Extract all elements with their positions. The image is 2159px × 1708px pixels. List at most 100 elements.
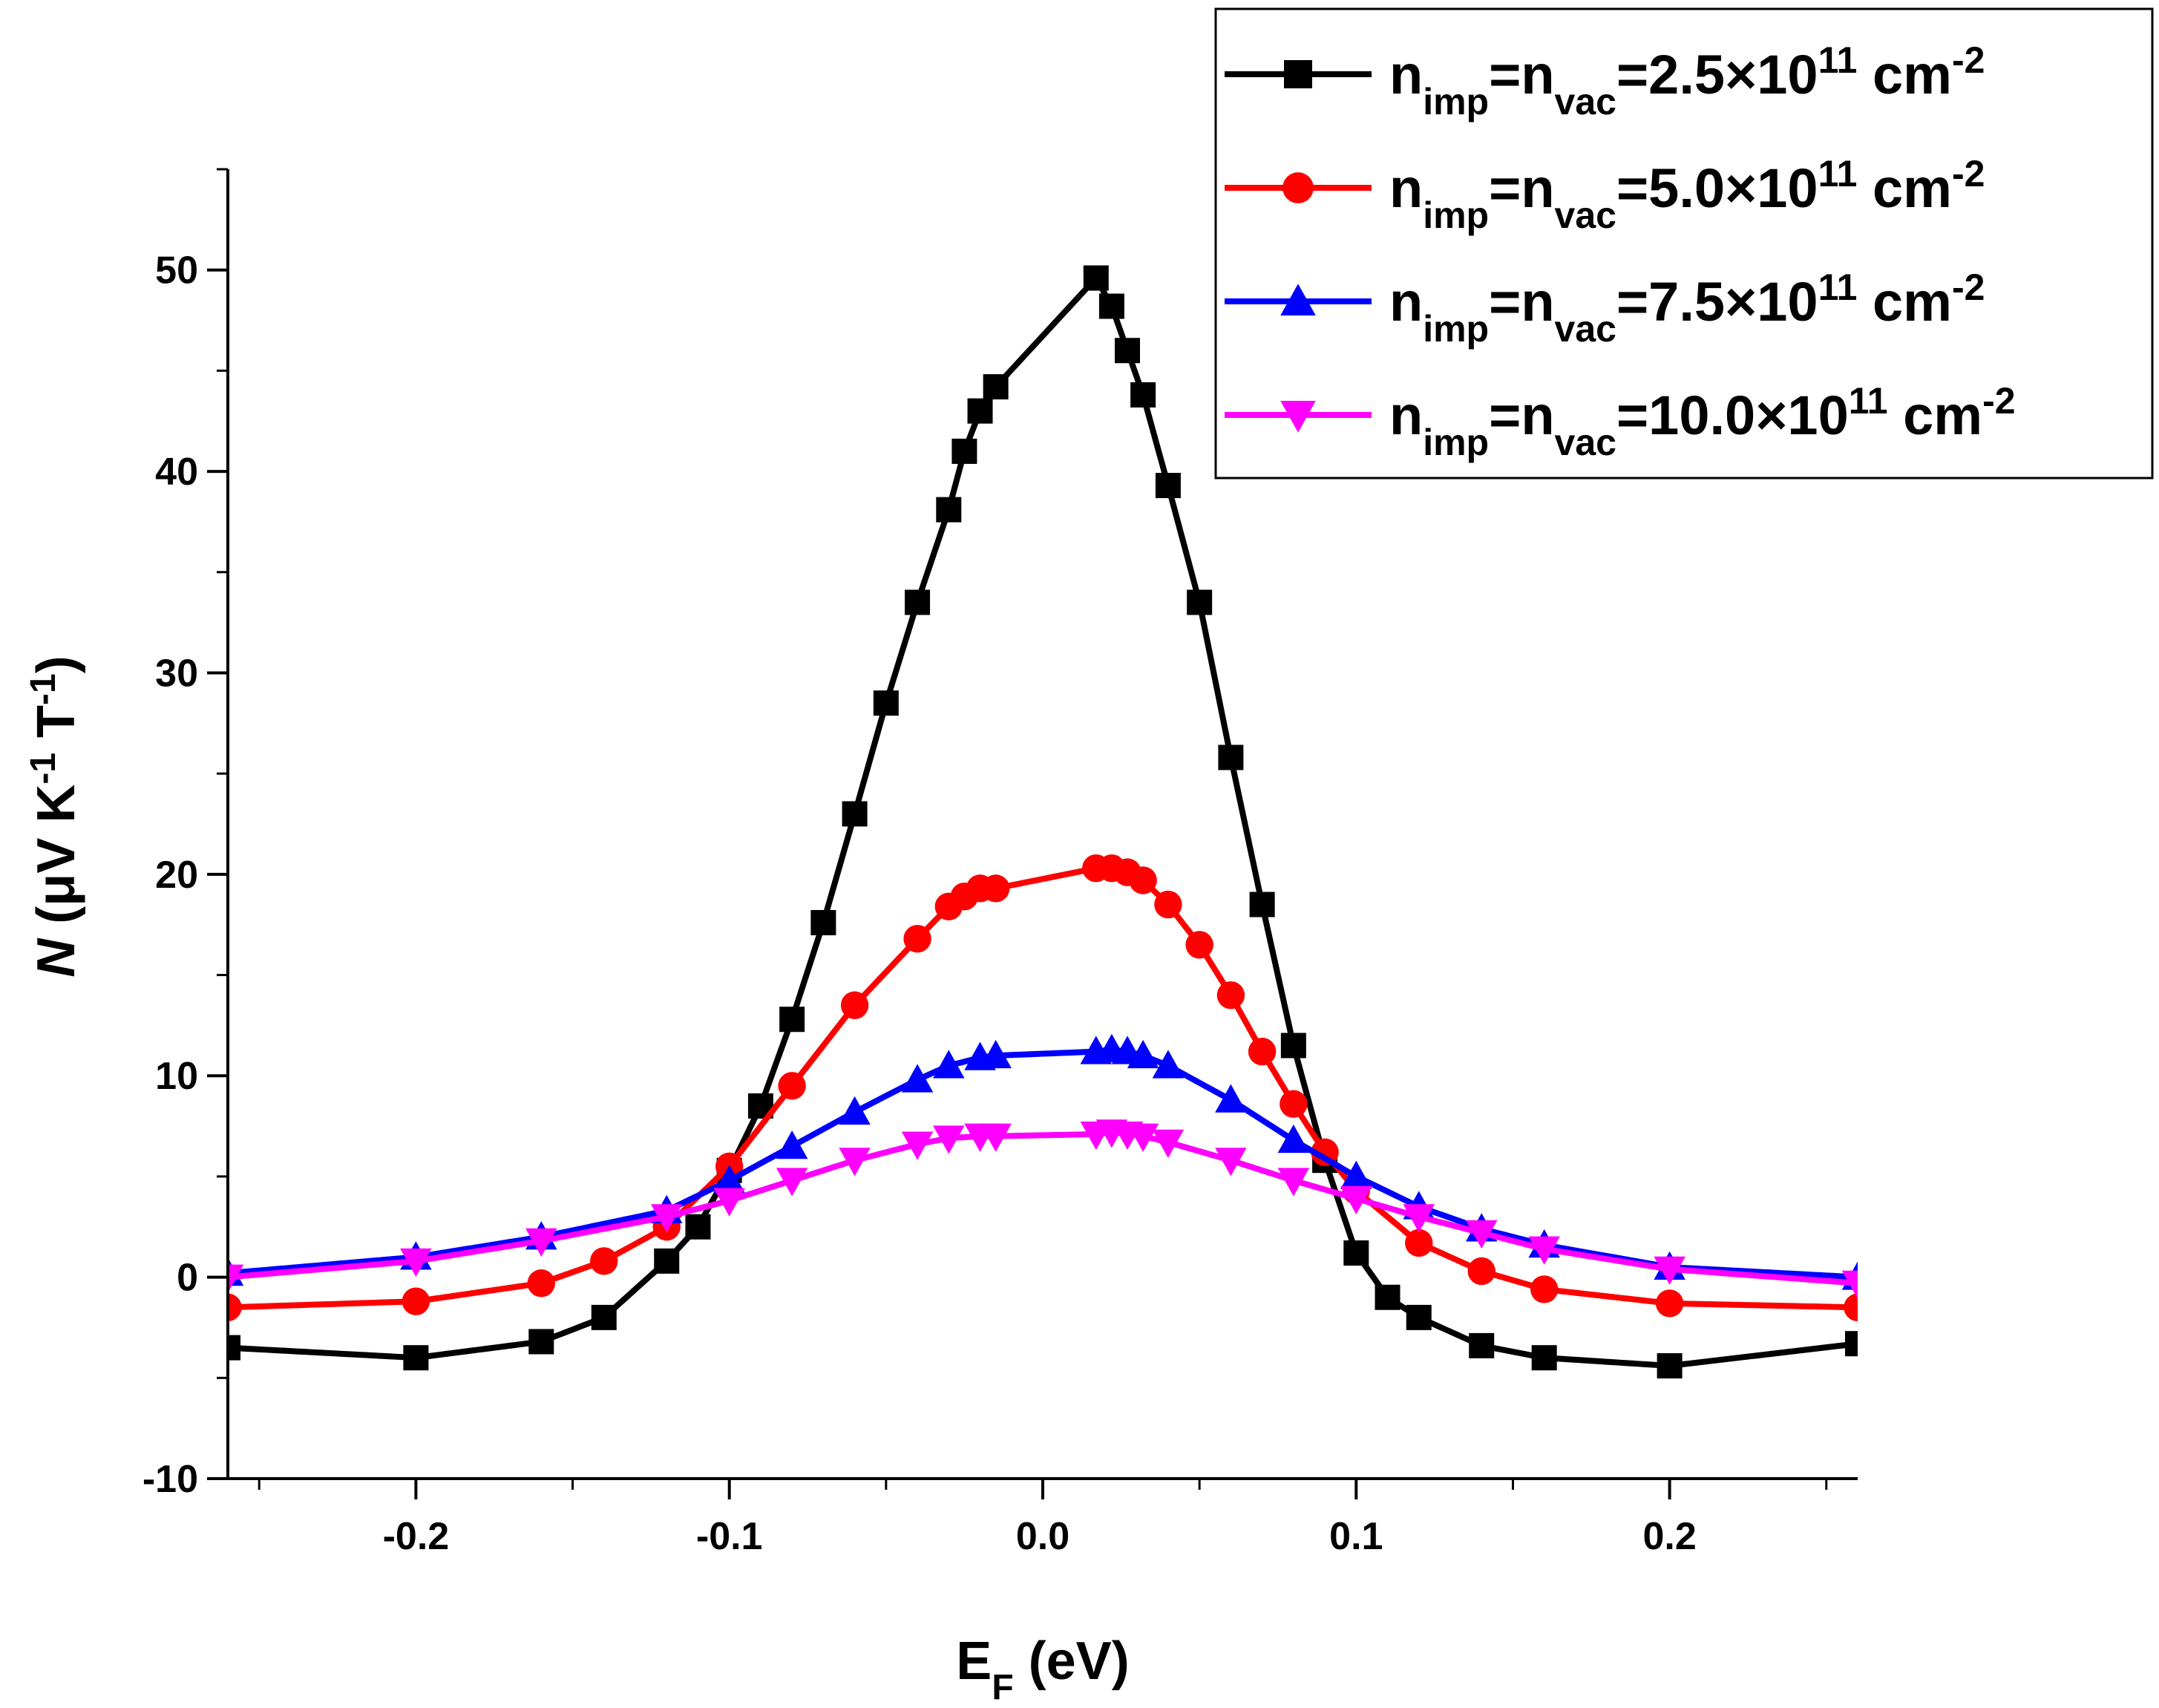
data-point <box>400 1248 432 1277</box>
data-point <box>1185 931 1213 959</box>
legend-label-part: cm <box>1857 271 1952 333</box>
data-point <box>967 398 993 424</box>
legend-label-part: =n <box>1489 44 1554 105</box>
data-point <box>1277 1124 1310 1154</box>
legend-label-part: vac <box>1555 194 1616 236</box>
data-point <box>901 1131 934 1160</box>
data-point <box>1844 1293 1858 1322</box>
data-point <box>1406 1304 1432 1330</box>
data-point <box>1280 1090 1308 1118</box>
legend-label: nimp=nvac=7.5×1011 cm-2 <box>1389 266 1985 350</box>
legend-entry-3: nimp=nvac=7.5×1011 cm-2 <box>1225 266 1985 350</box>
legend-label-part: n <box>1389 385 1423 446</box>
data-point <box>1655 1289 1684 1318</box>
data-point <box>1127 1039 1159 1069</box>
data-point <box>403 1345 429 1371</box>
data-point <box>778 1072 806 1100</box>
data-point <box>1215 1084 1247 1113</box>
legend-label-part: n <box>1389 157 1423 219</box>
legend-label-part: =n <box>1489 271 1554 333</box>
legend-label-part: cm <box>1857 157 1952 219</box>
x-tick-label: 0.0 <box>1016 1515 1069 1558</box>
series-line-3 <box>228 1046 1858 1280</box>
data-point <box>1152 1050 1185 1079</box>
data-point <box>779 1007 805 1033</box>
legend-label-part: =n <box>1489 385 1554 446</box>
data-point <box>525 1228 557 1257</box>
data-point <box>713 1188 745 1217</box>
legend-label-part: vac <box>1555 422 1616 463</box>
data-point <box>228 1335 240 1361</box>
data-point <box>1130 382 1156 408</box>
legend-label-part: 11 <box>1818 153 1858 194</box>
data-point <box>1403 1204 1435 1233</box>
data-point <box>1083 265 1109 291</box>
data-point <box>1530 1275 1559 1303</box>
data-point <box>1115 338 1141 364</box>
legend-label-part: n <box>1389 44 1423 105</box>
data-point <box>1841 1270 1858 1300</box>
legend-marker <box>1284 60 1312 88</box>
data-point <box>1129 866 1157 894</box>
legend-label-part: imp <box>1423 81 1489 122</box>
y-tick-label: 30 <box>155 652 198 695</box>
legend-label-part: imp <box>1423 422 1489 463</box>
data-point <box>1248 1037 1277 1066</box>
legend-label-part: -2 <box>1982 380 2015 422</box>
data-point <box>1249 891 1275 917</box>
data-point <box>1216 981 1245 1010</box>
legend-label-part: =n <box>1489 157 1554 219</box>
legend-label-part: =2.5×10 <box>1616 44 1818 105</box>
y-axis-title: N (μV K-1 T-1) <box>24 655 87 977</box>
data-point <box>1340 1185 1372 1215</box>
data-point <box>840 991 869 1019</box>
x-tick-label: -0.1 <box>696 1515 763 1558</box>
data-point <box>1280 1033 1306 1058</box>
legend-label-part: vac <box>1555 81 1616 122</box>
data-point <box>933 1050 965 1079</box>
x-tick-label: 0.1 <box>1329 1515 1383 1558</box>
data-point <box>528 1329 554 1355</box>
data-point <box>810 909 836 935</box>
data-point <box>1340 1160 1372 1189</box>
data-point <box>402 1287 430 1315</box>
legend-label-part: -2 <box>1952 39 1985 81</box>
data-point <box>1405 1228 1433 1257</box>
legend-label-part: imp <box>1423 308 1489 350</box>
legend-marker <box>1282 172 1314 203</box>
data-point <box>1528 1236 1560 1265</box>
data-point <box>1469 1332 1495 1358</box>
data-point <box>839 1148 871 1177</box>
data-point <box>1465 1220 1498 1249</box>
legend: nimp=nvac=2.5×1011 cm-2nimp=nvac=5.0×101… <box>1214 7 2154 480</box>
data-point <box>1845 1331 1858 1357</box>
data-point <box>650 1204 683 1233</box>
data-point <box>1375 1284 1400 1310</box>
y-tick-label: 20 <box>155 854 198 897</box>
data-point <box>980 1123 1012 1152</box>
data-point <box>903 924 931 953</box>
data-point <box>776 1168 808 1197</box>
legend-label-part: imp <box>1423 194 1489 236</box>
series-line-1 <box>228 278 1858 1370</box>
data-point <box>527 1269 556 1298</box>
x-tick-label: -0.2 <box>383 1515 450 1558</box>
series-1 <box>228 265 1858 1379</box>
data-point <box>839 1096 871 1125</box>
legend-entry-1: nimp=nvac=2.5×1011 cm-2 <box>1225 39 1985 122</box>
data-point <box>591 1304 617 1330</box>
data-point <box>901 1064 934 1093</box>
data-point <box>983 374 1009 400</box>
series-line-4 <box>228 1129 1858 1286</box>
data-point <box>1343 1240 1369 1266</box>
data-point <box>951 438 977 464</box>
data-point <box>1215 1148 1247 1177</box>
data-point <box>685 1214 711 1240</box>
y-tick-label: 0 <box>177 1257 198 1300</box>
legend-label: nimp=nvac=5.0×1011 cm-2 <box>1389 153 1985 236</box>
data-point <box>654 1248 680 1274</box>
legend-label-part: -2 <box>1952 266 1985 308</box>
data-point <box>905 589 931 615</box>
y-tick-label: 10 <box>155 1055 198 1098</box>
